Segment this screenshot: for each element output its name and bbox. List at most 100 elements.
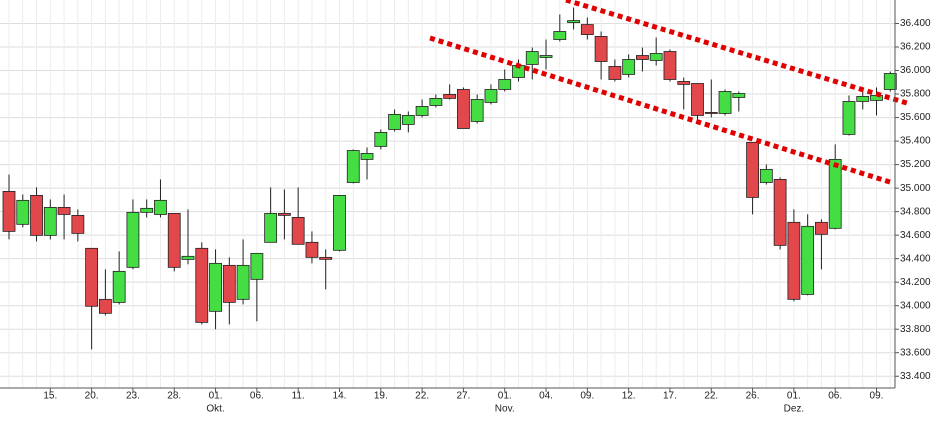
y-tick-label: 33.400 xyxy=(900,371,931,382)
candle-body xyxy=(498,79,512,90)
candle-body xyxy=(346,150,360,183)
y-tick-label: 33.600 xyxy=(900,347,931,358)
candle-body xyxy=(415,106,429,116)
candle-body xyxy=(16,199,30,225)
x-tick-label: 06. xyxy=(250,391,264,402)
month-label: Nov. xyxy=(495,404,515,415)
y-tick-label: 35.000 xyxy=(900,183,931,194)
candle-body xyxy=(388,114,401,130)
x-tick-label: 14. xyxy=(333,391,347,402)
candle-body xyxy=(126,211,140,268)
candle-body xyxy=(98,298,112,314)
x-tick-label: 09. xyxy=(870,391,884,402)
candle-body xyxy=(594,36,608,62)
x-tick-label: 01. xyxy=(498,391,512,402)
x-tick-label: 01. xyxy=(787,391,801,402)
x-tick-label: 20. xyxy=(85,391,99,402)
candle-body xyxy=(222,264,236,303)
candle-body xyxy=(567,20,580,23)
candle-body xyxy=(773,179,787,246)
x-tick-label: 26. xyxy=(746,391,760,402)
candle-body xyxy=(525,51,539,65)
candle-body xyxy=(704,112,718,114)
x-tick-label: 22. xyxy=(704,391,718,402)
candle-body xyxy=(443,94,457,99)
candle-body xyxy=(140,207,154,213)
candle-body xyxy=(580,24,594,35)
x-tick-label: 12. xyxy=(622,391,636,402)
y-tick-label: 35.800 xyxy=(900,89,931,100)
candle-body xyxy=(181,255,195,260)
y-tick-label: 36.200 xyxy=(900,42,931,53)
month-label: Dez. xyxy=(784,404,805,415)
y-tick-label: 34.800 xyxy=(900,206,931,217)
candle-body xyxy=(732,93,746,98)
candle-body xyxy=(360,153,374,160)
y-tick-label: 34.200 xyxy=(900,277,931,288)
x-tick-label: 11. xyxy=(292,391,305,402)
candle-body xyxy=(305,241,319,258)
candle-body xyxy=(856,96,870,102)
y-tick-label: 34.000 xyxy=(900,300,931,311)
candle-body xyxy=(57,207,71,215)
candle-body xyxy=(236,264,250,300)
candle-body xyxy=(828,159,842,229)
y-tick-label: 35.200 xyxy=(900,159,931,170)
x-tick-label: 15. xyxy=(43,391,57,402)
x-tick-label: 19. xyxy=(374,391,388,402)
candle-body xyxy=(167,212,181,268)
x-tick-label: 09. xyxy=(580,391,594,402)
candle-body xyxy=(154,199,167,215)
candle-body xyxy=(553,31,567,40)
candle-body xyxy=(883,73,897,90)
candle-body xyxy=(663,51,677,80)
y-tick-label: 36.000 xyxy=(900,65,931,76)
candle-body xyxy=(801,225,815,295)
x-tick-label: 28. xyxy=(167,391,181,402)
candle-body xyxy=(539,55,553,58)
x-tick-label: 22. xyxy=(415,391,429,402)
y-tick-label: 34.400 xyxy=(900,253,931,264)
candle-body xyxy=(85,247,99,307)
x-tick-label: 23. xyxy=(126,391,140,402)
y-tick-label: 34.600 xyxy=(900,230,931,241)
y-tick-label: 35.600 xyxy=(900,112,931,123)
candle-body xyxy=(277,212,291,216)
y-tick-label: 33.800 xyxy=(900,324,931,335)
candle-body xyxy=(30,195,43,236)
candles xyxy=(2,7,897,350)
candle-body xyxy=(787,221,801,300)
candle-body xyxy=(250,252,264,280)
x-tick-label: 27. xyxy=(456,391,470,402)
y-tick-label: 35.400 xyxy=(900,136,931,147)
candle-body xyxy=(691,83,704,116)
candle-body xyxy=(71,214,85,234)
candle-body xyxy=(264,212,278,243)
y-tick-label: 36.400 xyxy=(900,18,931,29)
grid xyxy=(0,0,895,388)
x-tick-label: 04. xyxy=(539,391,553,402)
candle-body xyxy=(195,247,209,323)
trend-line xyxy=(565,0,911,107)
candle-body xyxy=(484,89,498,103)
candle-body xyxy=(2,191,16,232)
candle-body xyxy=(759,169,773,183)
candle-body xyxy=(718,91,732,114)
candle-body xyxy=(319,256,333,260)
candle-body xyxy=(112,270,126,303)
candle-body xyxy=(401,115,415,125)
candle-body xyxy=(333,195,346,251)
candle-body xyxy=(649,53,663,61)
candle-body xyxy=(457,89,470,129)
candle-body xyxy=(374,131,388,147)
candle-body xyxy=(291,216,305,245)
candle-body xyxy=(677,81,691,85)
candle-body xyxy=(622,59,636,75)
x-tick-label: 01. xyxy=(209,391,223,402)
candle-body xyxy=(43,207,57,236)
x-tick-label: 17. xyxy=(663,391,677,402)
candle-body xyxy=(815,221,828,235)
candle-body xyxy=(842,101,856,135)
candle-body xyxy=(470,99,484,122)
